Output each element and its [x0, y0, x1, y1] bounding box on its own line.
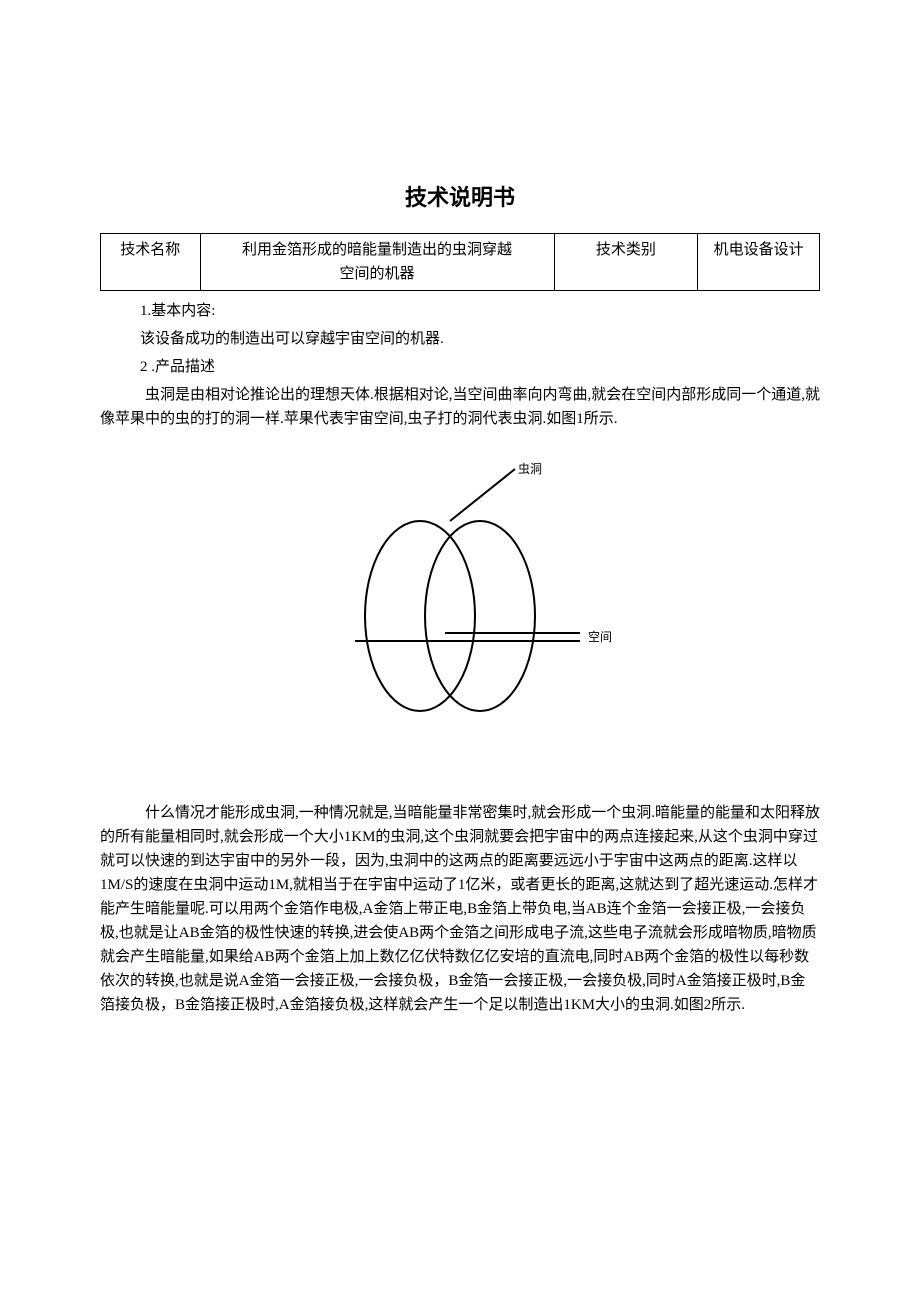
ellipse-right [425, 521, 535, 711]
ellipse-left [365, 521, 475, 711]
name-label-cell: 技术名称 [101, 234, 201, 291]
page-title: 技术说明书 [100, 180, 820, 215]
figure1-svg: 虫洞 空间 [280, 461, 640, 741]
section2-heading: 2 .产品描述 [140, 355, 820, 379]
name-value-cell: 利用金箔形成的暗能量制造出的虫洞穿越 空间的机器 [200, 234, 554, 291]
category-label-cell: 技术类别 [554, 234, 698, 291]
figure1-wrap: 虫洞 空间 [100, 461, 820, 741]
section2-body1: 虫洞是由相对论推论出的理想天体.根据相对论,当空间曲率向内弯曲,就会在空间内部形… [100, 383, 820, 431]
wormhole-line [450, 469, 515, 521]
name-value-line1: 利用金箔形成的暗能量制造出的虫洞穿越 [242, 242, 512, 258]
name-value-line2: 空间的机器 [340, 266, 415, 282]
meta-table: 技术名称 利用金箔形成的暗能量制造出的虫洞穿越 空间的机器 技术类别 机电设备设… [100, 233, 820, 291]
section1-heading: 1.基本内容: [140, 299, 820, 323]
label-space: 空间 [588, 630, 612, 644]
table-row: 技术名称 利用金箔形成的暗能量制造出的虫洞穿越 空间的机器 技术类别 机电设备设… [101, 234, 820, 291]
section2-body2: 什么情况才能形成虫洞,一种情况就是,当暗能量非常密集时,就会形成一个虫洞.暗能量… [100, 801, 820, 1017]
category-value-cell: 机电设备设计 [698, 234, 820, 291]
label-wormhole: 虫洞 [518, 462, 542, 476]
section1-body: 该设备成功的制造出可以穿越宇宙空间的机器. [140, 327, 820, 351]
